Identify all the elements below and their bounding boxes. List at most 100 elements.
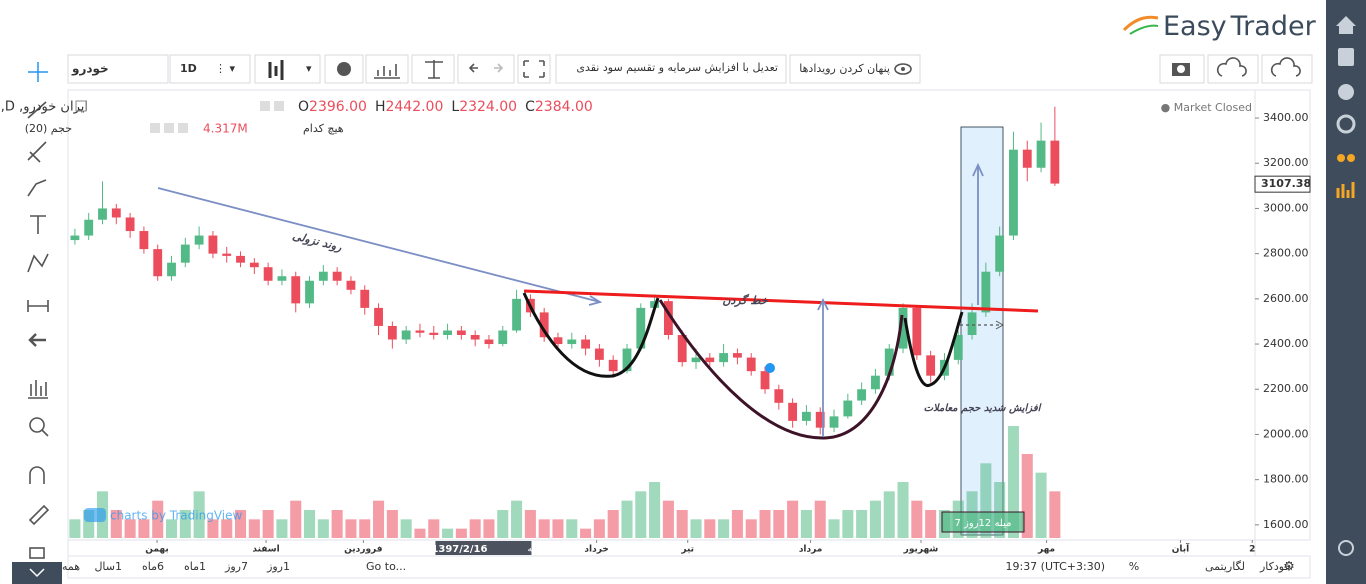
candle-body: [857, 389, 867, 401]
candle-body: [636, 307, 646, 349]
watermark: charts by TradingView: [110, 509, 242, 523]
candle-body: [111, 208, 121, 218]
volume-bar: [317, 519, 329, 538]
volume-bar: [662, 500, 674, 538]
volume-bar: [925, 510, 937, 538]
volume-bar: [221, 519, 233, 538]
candle-body: [967, 312, 977, 336]
candle-body: [401, 330, 411, 340]
candle-body: [581, 339, 591, 349]
candle-body: [139, 231, 149, 250]
candle-body: [774, 389, 784, 403]
range-button[interactable]: 1ماه: [184, 560, 206, 573]
volume-bar: [580, 528, 592, 538]
interval-arrow: ⋮ ▾: [215, 62, 235, 75]
range-button[interactable]: 1روز: [266, 560, 290, 573]
range-button[interactable]: 6ماه: [142, 560, 164, 573]
candle-body: [277, 276, 287, 281]
candle-body: [194, 235, 204, 245]
log-toggle[interactable]: لگاریتمی: [1205, 560, 1245, 573]
candles: [70, 106, 1060, 435]
logo: Easy Trader: [1163, 11, 1317, 42]
candle-body: [898, 307, 908, 349]
candle-body: [498, 330, 508, 345]
volume-bar: [428, 519, 440, 538]
candle-body: [732, 353, 742, 358]
crosshair-day: یک شنبه: [527, 545, 559, 555]
y-tick-label: 1800.00: [1263, 473, 1309, 486]
candle-body: [884, 348, 894, 376]
candle-body: [484, 339, 494, 345]
auto-toggle[interactable]: خودکار: [1259, 560, 1291, 573]
candle-body: [553, 337, 563, 345]
volume-bar: [1035, 472, 1047, 538]
drawing-tools[interactable]: [27, 62, 50, 559]
adjust-option: تعدیل با افزایش سرمایه و تقسیم سود نقدی: [576, 61, 778, 74]
volume-bar: [607, 510, 619, 538]
candle-body: [263, 267, 273, 281]
legend-icon: [274, 101, 284, 111]
goto[interactable]: Go to...: [366, 560, 406, 573]
candle-body: [236, 255, 245, 263]
collapse-button[interactable]: [12, 562, 62, 584]
volume-bar: [800, 510, 812, 538]
candle-body: [719, 353, 729, 363]
candle-body: [788, 402, 798, 421]
toolbar-buttons[interactable]: [67, 54, 1313, 84]
volume-bar: [469, 519, 481, 538]
candle-body: [953, 335, 963, 360]
candle-body: [539, 312, 549, 338]
candle-body: [167, 262, 176, 277]
legend-icon: [150, 123, 160, 133]
candle-body: [995, 235, 1005, 272]
candle-body: [608, 359, 618, 372]
y-tick-label: 2200.00: [1263, 382, 1309, 395]
candle-body: [705, 357, 715, 363]
crosshair-date: 1397/2/16: [431, 544, 487, 555]
candle-body: [318, 271, 328, 281]
candle-body: [843, 400, 853, 417]
volume-bar: [759, 510, 771, 538]
candle-body: [98, 208, 107, 220]
candle-body: [249, 262, 259, 268]
range-button[interactable]: 7روز: [224, 560, 248, 573]
volume-bar: [235, 510, 247, 538]
candle-body: [208, 235, 218, 254]
volume-bar: [207, 519, 219, 538]
volume-bar: [179, 510, 191, 538]
volume-bar: [814, 500, 826, 538]
candle-body: [567, 339, 577, 345]
y-tick-label: 2800.00: [1263, 247, 1309, 260]
interval: 1D: [180, 62, 197, 75]
x-tick-label: خرداد: [584, 545, 608, 555]
y-tick-label: 2400.00: [1263, 337, 1309, 350]
range-button[interactable]: همه: [62, 560, 80, 573]
volume-bar: [704, 519, 716, 538]
hide-events: پنهان کردن رویدادها: [799, 62, 890, 75]
x-tick-label: آبان: [1172, 543, 1190, 555]
sidebar-icons[interactable]: [1336, 16, 1356, 556]
candle-body: [1022, 149, 1032, 168]
percent-toggle[interactable]: %: [1129, 560, 1139, 573]
legend-icon: [260, 101, 270, 111]
candle-body: [512, 298, 521, 331]
settings-icon[interactable]: ⚙: [1283, 560, 1295, 575]
range-button[interactable]: 1سال: [94, 560, 122, 573]
candle-body: [802, 411, 811, 421]
legend-icon: [164, 123, 174, 133]
x-tick-label: 2: [1249, 545, 1255, 555]
y-tick-label: 1600.00: [1263, 518, 1309, 531]
range-buttons[interactable]: همه 1سال 6ماه 1ماه 7روز 1روز: [62, 560, 290, 573]
clock: 19:37 (UTC+3:30): [1005, 560, 1105, 573]
volume-bar: [442, 528, 454, 538]
volume-bar: [138, 519, 150, 538]
candle-body: [222, 253, 232, 256]
last-price-bg: [1254, 175, 1311, 193]
last-price-label: 3107.38: [1261, 177, 1311, 190]
volume-bar: [262, 510, 274, 538]
symbol: خودرو: [71, 62, 109, 77]
volume-bar: [856, 510, 868, 538]
volume-legend-value: 4.317M: [203, 122, 248, 136]
candle-body: [70, 235, 80, 241]
volume-bar: [304, 510, 316, 538]
